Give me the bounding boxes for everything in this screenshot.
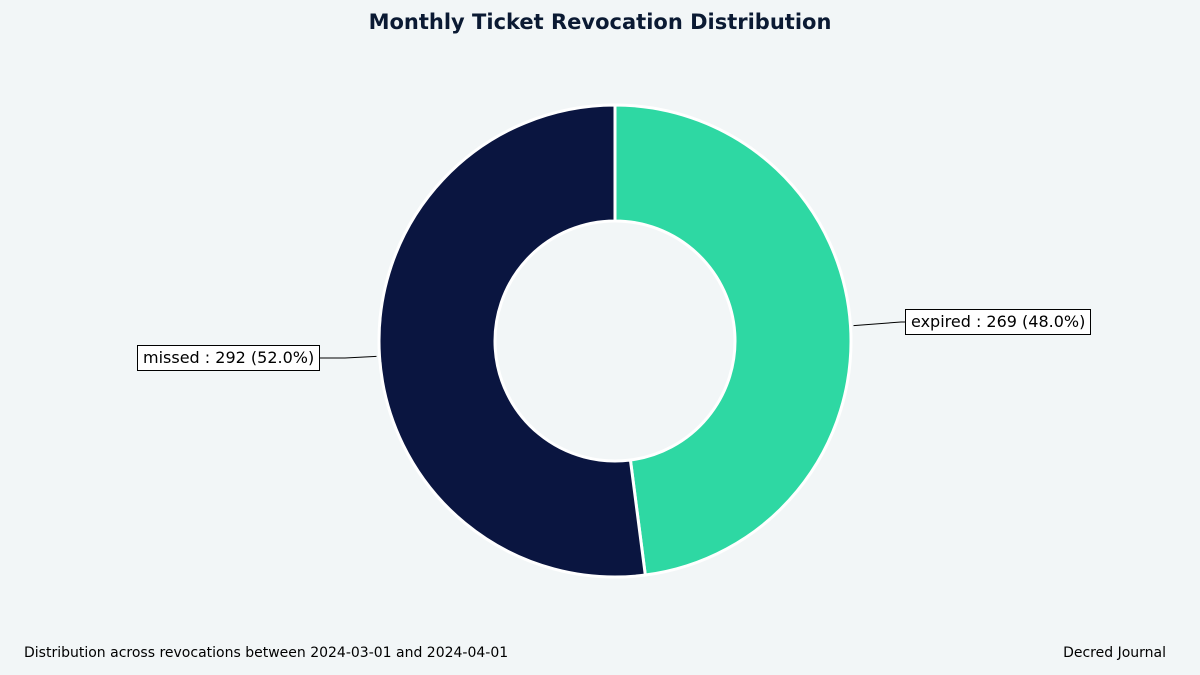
slice-missed: [377, 103, 647, 579]
leader-line-expired: [853, 321, 905, 327]
source-credit: Decred Journal: [1063, 645, 1166, 661]
slice-label-expired: expired : 269 (48.0%): [905, 309, 1092, 335]
slice-expired: [613, 103, 853, 577]
chart-caption: Distribution across revocations between …: [24, 645, 509, 661]
leader-line-missed: [320, 355, 377, 359]
chart-title: Monthly Ticket Revocation Distribution: [368, 10, 832, 34]
slice-label-missed: missed : 292 (52.0%): [137, 345, 321, 371]
